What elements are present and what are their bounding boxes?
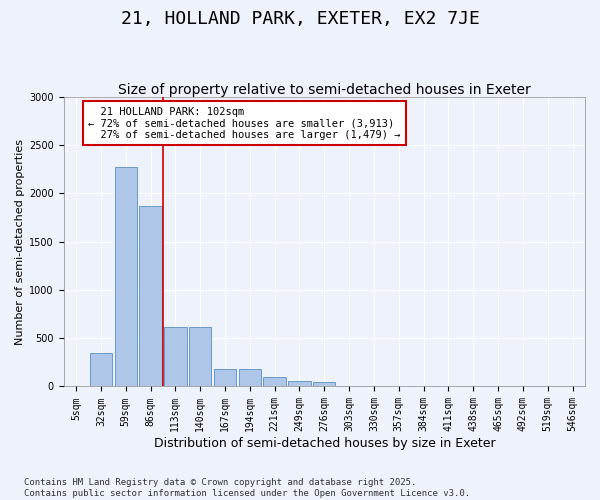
Bar bbox=[189, 326, 211, 386]
Title: Size of property relative to semi-detached houses in Exeter: Size of property relative to semi-detach… bbox=[118, 83, 530, 97]
Bar bbox=[263, 378, 286, 386]
Bar bbox=[313, 382, 335, 386]
Bar bbox=[214, 368, 236, 386]
Bar bbox=[139, 206, 162, 386]
Text: Contains HM Land Registry data © Crown copyright and database right 2025.
Contai: Contains HM Land Registry data © Crown c… bbox=[24, 478, 470, 498]
Bar bbox=[289, 380, 311, 386]
Bar bbox=[90, 352, 112, 386]
Bar bbox=[115, 168, 137, 386]
X-axis label: Distribution of semi-detached houses by size in Exeter: Distribution of semi-detached houses by … bbox=[154, 437, 495, 450]
Y-axis label: Number of semi-detached properties: Number of semi-detached properties bbox=[15, 138, 25, 344]
Text: 21 HOLLAND PARK: 102sqm
← 72% of semi-detached houses are smaller (3,913)
  27% : 21 HOLLAND PARK: 102sqm ← 72% of semi-de… bbox=[88, 106, 401, 140]
Bar bbox=[239, 368, 261, 386]
Bar bbox=[164, 326, 187, 386]
Text: 21, HOLLAND PARK, EXETER, EX2 7JE: 21, HOLLAND PARK, EXETER, EX2 7JE bbox=[121, 10, 479, 28]
